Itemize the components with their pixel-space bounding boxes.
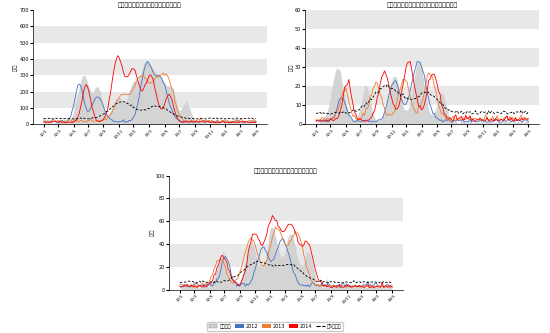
Bar — [169, 198, 403, 221]
Bar — [33, 92, 267, 108]
Bar — [305, 48, 539, 67]
Bar — [305, 67, 539, 86]
Title: 郑州批发市场红枣日到货量及到货价格: 郑州批发市场红枣日到货量及到货价格 — [118, 3, 182, 8]
Bar — [169, 244, 403, 267]
Y-axis label: 元/吨: 元/吨 — [149, 229, 155, 236]
Bar — [33, 59, 267, 75]
Bar — [33, 43, 267, 59]
Y-axis label: 元/吨: 元/吨 — [13, 63, 18, 71]
Bar — [33, 10, 267, 26]
Bar — [169, 175, 403, 198]
Legend: 日到货量, 2012, 2013, 2014, 近5年均值: 日到货量, 2012, 2013, 2014, 近5年均值 — [207, 322, 343, 331]
Title: 乌鲁木齐批发市场红枣日到货量及到货价格: 乌鲁木齐批发市场红枣日到货量及到货价格 — [387, 3, 458, 8]
Bar — [33, 108, 267, 124]
Bar — [33, 75, 267, 92]
Title: 西安批发市场红枣日到货量及到货价格: 西安批发市场红枣日到货量及到货价格 — [254, 168, 318, 174]
Bar — [305, 105, 539, 124]
Bar — [169, 221, 403, 244]
Bar — [305, 29, 539, 48]
Y-axis label: 元/吨: 元/吨 — [289, 63, 294, 71]
Bar — [305, 10, 539, 29]
Bar — [169, 267, 403, 290]
Bar — [33, 26, 267, 43]
Bar — [305, 86, 539, 105]
